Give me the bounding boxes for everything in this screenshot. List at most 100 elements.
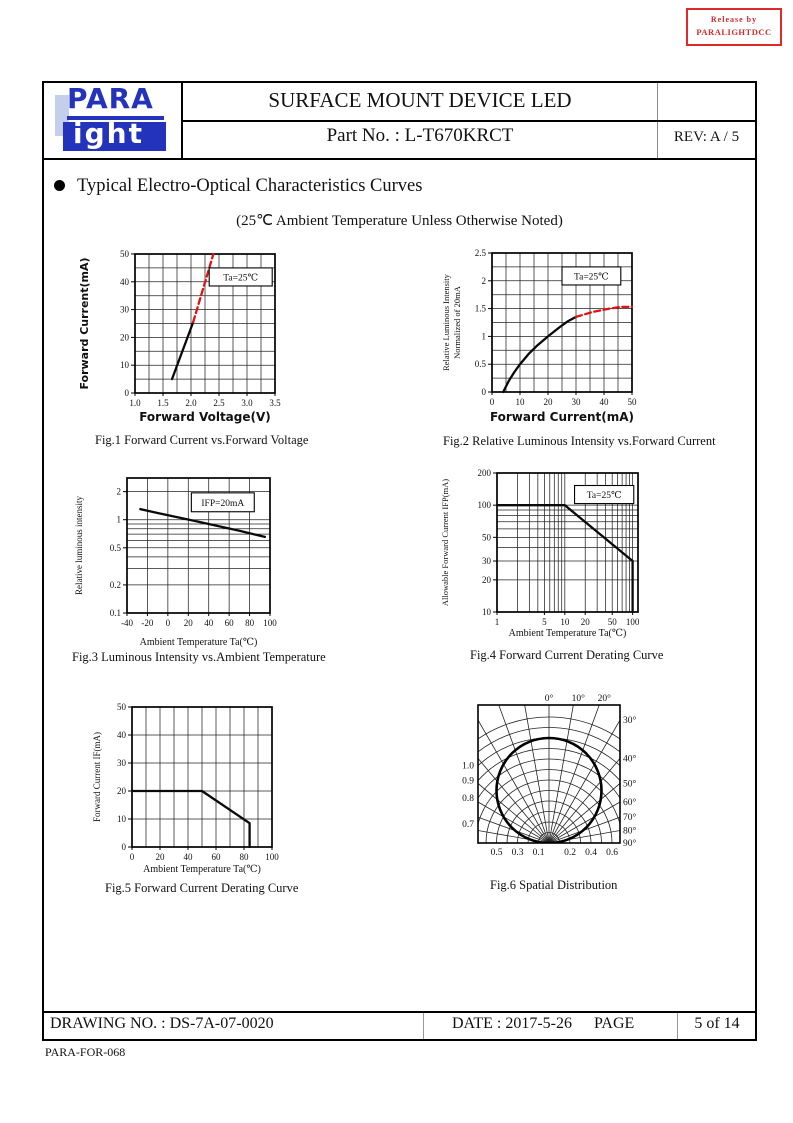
fig2-caption: Fig.2 Relative Luminous Intensity vs.For…: [443, 434, 716, 448]
date-and-page-label: DATE : 2017-5-26 PAGE: [452, 1015, 634, 1033]
svg-text:10: 10: [560, 617, 570, 627]
logo-underline: [67, 116, 164, 120]
fig3-caption: Fig.3 Luminous Intensity vs.Ambient Temp…: [72, 650, 326, 664]
footer-divider-2: [677, 1013, 678, 1039]
svg-text:Ambient Temperature Ta(℃): Ambient Temperature Ta(℃): [509, 628, 627, 639]
svg-text:20: 20: [184, 618, 194, 628]
svg-text:100: 100: [265, 852, 279, 862]
fig5-plot: 0 20 40 60 80 100 0 10 20 30 40 50 Ambient Temperatu…: [92, 702, 279, 875]
svg-text:30: 30: [117, 758, 127, 768]
svg-text:-40: -40: [121, 618, 133, 628]
svg-text:100: 100: [626, 617, 640, 627]
svg-text:50: 50: [117, 702, 127, 712]
document-title: SURFACE MOUNT DEVICE LED: [268, 88, 572, 112]
svg-text:0.1: 0.1: [110, 608, 121, 618]
svg-text:Ta=25℃: Ta=25℃: [223, 273, 258, 283]
svg-text:40: 40: [600, 397, 610, 407]
svg-text:10: 10: [516, 397, 526, 407]
svg-text:2: 2: [482, 276, 487, 286]
svg-text:30: 30: [482, 556, 492, 566]
section-subtitle: (25℃ Ambient Temperature Unless Otherwis…: [236, 213, 563, 229]
svg-text:70°: 70°: [623, 812, 637, 823]
svg-text:20: 20: [117, 786, 127, 796]
svg-text:20: 20: [581, 617, 591, 627]
page-number: 5 of 14: [694, 1015, 740, 1032]
page-label: PAGE: [593, 1015, 635, 1032]
svg-text:10: 10: [120, 360, 130, 370]
svg-text:0.9: 0.9: [462, 777, 474, 787]
svg-text:80: 80: [240, 852, 250, 862]
svg-text:Forward Voltage(V): Forward Voltage(V): [139, 410, 271, 424]
svg-text:30: 30: [572, 397, 582, 407]
svg-text:-20: -20: [141, 618, 153, 628]
svg-text:1: 1: [117, 515, 122, 525]
svg-text:50: 50: [120, 249, 130, 259]
logo-word-bottom: ight: [73, 117, 144, 150]
revision: REV: A / 5: [673, 129, 740, 145]
svg-text:2.5: 2.5: [475, 248, 487, 258]
svg-text:Forward Current(mA): Forward Current(mA): [78, 257, 91, 389]
fig4-caption: Fig.4 Forward Current Derating Curve: [470, 648, 664, 662]
svg-text:20: 20: [120, 332, 130, 342]
svg-text:100: 100: [478, 500, 492, 510]
svg-text:0.5: 0.5: [110, 543, 122, 553]
svg-text:Ta=25℃: Ta=25℃: [587, 491, 622, 501]
document-frame: PARA ight SURFACE MOUNT DEVICE LED Part …: [42, 81, 757, 1041]
date-label: DATE : 2017-5-26: [452, 1015, 572, 1032]
svg-text:0.5: 0.5: [475, 359, 487, 369]
stamp-line2: PARALIGHTDCC: [696, 27, 772, 37]
logo-word-top: PARA: [67, 82, 154, 115]
part-number: Part No. : L-T670KRCT: [326, 125, 514, 146]
release-stamp: Release by PARALIGHTDCC: [686, 8, 782, 46]
svg-text:10°: 10°: [572, 693, 586, 704]
svg-text:0.2: 0.2: [110, 580, 121, 590]
svg-text:Forward Current IF(mA): Forward Current IF(mA): [92, 732, 102, 822]
svg-text:0: 0: [166, 618, 171, 628]
svg-text:0.5: 0.5: [491, 848, 503, 858]
svg-text:200: 200: [478, 468, 492, 478]
svg-text:Ta=25℃: Ta=25℃: [574, 272, 609, 282]
svg-text:100: 100: [263, 618, 277, 628]
svg-text:0: 0: [125, 388, 130, 398]
svg-text:0.7: 0.7: [462, 820, 474, 830]
svg-text:40: 40: [184, 852, 194, 862]
svg-text:20: 20: [156, 852, 166, 862]
svg-text:80: 80: [245, 618, 255, 628]
svg-text:40: 40: [117, 730, 127, 740]
svg-text:1: 1: [495, 617, 500, 627]
svg-text:50°: 50°: [623, 778, 637, 789]
svg-text:IFP=20mA: IFP=20mA: [201, 499, 244, 509]
svg-text:Relative luminous intensity: Relative luminous intensity: [74, 496, 84, 595]
fig5-caption: Fig.5 Forward Current Derating Curve: [105, 881, 299, 895]
svg-text:0.2: 0.2: [564, 848, 576, 858]
section-title: Typical Electro-Optical Characteristics …: [77, 176, 423, 196]
svg-text:40: 40: [204, 618, 214, 628]
svg-text:2: 2: [117, 487, 122, 497]
svg-text:0: 0: [130, 852, 135, 862]
svg-text:1.0: 1.0: [129, 398, 141, 408]
svg-text:50: 50: [628, 397, 638, 407]
svg-text:0: 0: [482, 387, 487, 397]
svg-text:20: 20: [482, 575, 492, 585]
svg-text:0.1: 0.1: [533, 848, 545, 858]
svg-text:50: 50: [482, 532, 492, 542]
svg-text:0.3: 0.3: [512, 848, 524, 858]
svg-text:10: 10: [482, 607, 492, 617]
svg-text:Normalized of 20mA: Normalized of 20mA: [452, 285, 462, 359]
fig3-plot: -40 -20 0 20 40 60 80 100 2 1 0.5 0.2 0.1 IFP=20mA Amb…: [74, 477, 277, 648]
svg-text:40°: 40°: [623, 753, 637, 764]
svg-text:5: 5: [542, 617, 547, 627]
svg-text:0.4: 0.4: [585, 848, 597, 858]
svg-text:30: 30: [120, 305, 130, 315]
svg-text:20: 20: [544, 397, 554, 407]
stamp-line1: Release by: [710, 15, 758, 24]
svg-text:Ambient Temperature Ta(℃): Ambient Temperature Ta(℃): [140, 637, 258, 648]
svg-text:0: 0: [122, 842, 127, 852]
section-heading: Typical Electro-Optical Characteristics …: [54, 176, 422, 197]
fig1-caption: Fig.1 Forward Current vs.Forward Voltage: [95, 433, 309, 447]
svg-text:Relative Luminous Intensity: Relative Luminous Intensity: [441, 273, 451, 371]
svg-text:0.6: 0.6: [606, 848, 618, 858]
svg-text:50: 50: [608, 617, 618, 627]
bullet-icon: [54, 180, 65, 191]
header-bottom-border: [44, 158, 755, 160]
